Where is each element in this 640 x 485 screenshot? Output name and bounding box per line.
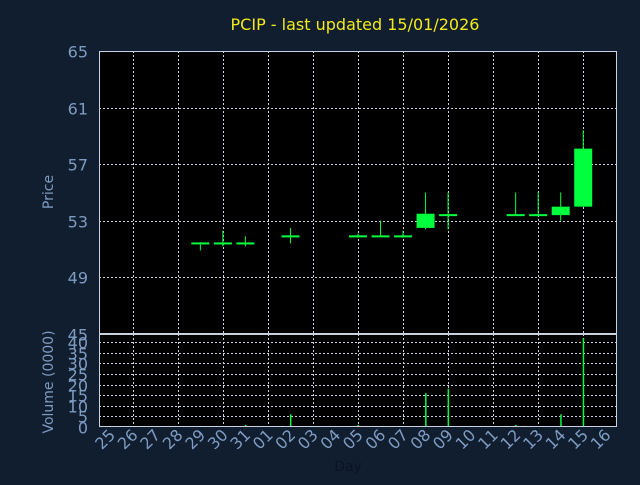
volume-bar bbox=[447, 388, 450, 427]
candle-body bbox=[439, 214, 458, 217]
volume-bar bbox=[244, 424, 247, 427]
volume-tick-label: 15 bbox=[68, 387, 88, 406]
volume-bar bbox=[560, 414, 562, 427]
volume-tick-label: 10 bbox=[68, 398, 88, 417]
volume-bar bbox=[582, 338, 585, 427]
candle-body bbox=[506, 214, 525, 217]
volume-tick-label: 40 bbox=[68, 334, 88, 353]
price-tick-label: 53 bbox=[68, 213, 88, 232]
price-tick-label: 57 bbox=[68, 156, 88, 175]
candle-body bbox=[574, 148, 593, 207]
volume-axis-label: Volume (0000) bbox=[41, 330, 57, 433]
volume-tick-label: 0 bbox=[78, 419, 88, 438]
volume-tick-label: 20 bbox=[68, 377, 88, 396]
volume-bar bbox=[289, 414, 292, 427]
price-tick-label: 49 bbox=[68, 269, 88, 288]
price-panel: 65 61 57 53 49 45 bbox=[68, 43, 617, 345]
candle-body bbox=[191, 242, 210, 245]
x-tick-labels: 2526272829303101020304050607080910111213… bbox=[91, 425, 614, 453]
volume-bar bbox=[515, 424, 517, 427]
price-axis-label: Price bbox=[41, 175, 57, 209]
x-axis-label: Day bbox=[334, 459, 362, 475]
volume-bar bbox=[357, 424, 359, 427]
candle-body bbox=[416, 213, 435, 228]
volume-tick-label: 25 bbox=[68, 366, 88, 385]
price-plot-frame bbox=[99, 51, 617, 334]
candle-body bbox=[281, 235, 300, 238]
volume-bar bbox=[425, 393, 427, 427]
chart-title: PCIP - last updated 15/01/2026 bbox=[231, 15, 480, 34]
candle-body bbox=[349, 235, 367, 238]
candle-body bbox=[394, 235, 413, 238]
price-tick-label: 61 bbox=[68, 100, 88, 119]
volume-tick-label: 30 bbox=[68, 355, 88, 374]
x-tick-label: 16 bbox=[587, 425, 615, 453]
volume-plot-frame bbox=[99, 334, 617, 427]
candle-body bbox=[529, 214, 548, 217]
candle-body bbox=[236, 242, 255, 245]
candle-body bbox=[213, 242, 232, 245]
volume-tick-label: 5 bbox=[78, 408, 88, 427]
price-tick-label: 45 bbox=[68, 326, 88, 345]
candle-body bbox=[551, 206, 570, 216]
candle-body bbox=[371, 235, 390, 238]
volume-tick-label: 35 bbox=[68, 345, 88, 364]
price-tick-label: 65 bbox=[68, 43, 88, 62]
